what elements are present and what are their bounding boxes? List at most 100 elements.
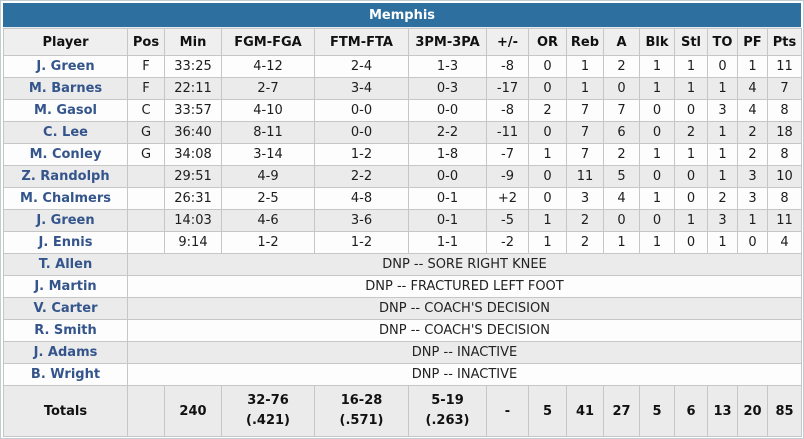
col-header-reb: Reb bbox=[566, 28, 604, 56]
team-title: Memphis bbox=[368, 8, 436, 23]
player-name-link[interactable]: B. Wright bbox=[3, 363, 128, 386]
player-name-link[interactable]: J. Ennis bbox=[3, 231, 128, 254]
stat-cell-pm: -7 bbox=[486, 143, 529, 166]
stat-cell-blk: 1 bbox=[639, 187, 675, 210]
col-header-blk: Blk bbox=[639, 28, 675, 56]
col-header-ftm-fta: FTM-FTA bbox=[314, 28, 409, 56]
stat-cell-ft: 0-0 bbox=[314, 121, 409, 144]
col-header-player: Player bbox=[3, 28, 128, 56]
stat-cell-blk: 0 bbox=[639, 165, 675, 188]
box-score-body: J. Green F 33:25 4-12 2-4 1-3 -8 0 1 2 1 1 0 1 11 M. Ba… bbox=[3, 55, 802, 386]
stat-cell-blk: 1 bbox=[639, 143, 675, 166]
totals-3p-made-att: 5-19 bbox=[431, 392, 464, 408]
stat-cell-reb: 7 bbox=[566, 99, 604, 122]
totals-stl: 6 bbox=[674, 385, 708, 437]
stat-cell-reb: 7 bbox=[566, 121, 604, 144]
stat-cell-fg: 4-9 bbox=[221, 165, 315, 188]
player-name-link[interactable]: R. Smith bbox=[3, 319, 128, 342]
stat-cell-to: 1 bbox=[707, 165, 738, 188]
stat-cell-min: 34:08 bbox=[164, 143, 222, 166]
stat-cell-blk: 0 bbox=[639, 121, 675, 144]
totals-reb: 41 bbox=[566, 385, 604, 437]
stat-cell-pm: -11 bbox=[486, 121, 529, 144]
stat-cell-pm: -8 bbox=[486, 99, 529, 122]
stat-cell-pf: 3 bbox=[737, 187, 768, 210]
totals-to: 13 bbox=[707, 385, 738, 437]
stat-cell-blk: 1 bbox=[639, 55, 675, 78]
totals-plus-minus: - bbox=[486, 385, 529, 437]
stat-cell-min: 22:11 bbox=[164, 77, 222, 100]
stat-cell-pm: -5 bbox=[486, 209, 529, 232]
stat-cell-or: 0 bbox=[528, 55, 567, 78]
stat-cell-blk: 0 bbox=[639, 99, 675, 122]
totals-pos bbox=[127, 385, 165, 437]
stat-cell-tp: 2-2 bbox=[408, 121, 487, 144]
stat-cell-pos bbox=[127, 231, 165, 254]
stat-cell-pts: 8 bbox=[767, 143, 802, 166]
stat-cell-blk: 1 bbox=[639, 77, 675, 100]
player-name-link[interactable]: C. Lee bbox=[3, 121, 128, 144]
stat-cell-pos: F bbox=[127, 55, 165, 78]
stat-cell-min: 9:14 bbox=[164, 231, 222, 254]
col-header-fgm-fga: FGM-FGA bbox=[221, 28, 315, 56]
totals-fg-made-att: 32-76 bbox=[247, 392, 289, 408]
stat-cell-a: 6 bbox=[603, 121, 640, 144]
stat-cell-a: 4 bbox=[603, 187, 640, 210]
stat-cell-or: 0 bbox=[528, 187, 567, 210]
stat-cell-or: 2 bbox=[528, 99, 567, 122]
dnp-row: J. Martin DNP -- FRACTURED LEFT FOOT bbox=[3, 275, 802, 298]
stat-cell-pf: 4 bbox=[737, 77, 768, 100]
stat-cell-min: 33:57 bbox=[164, 99, 222, 122]
player-name-link[interactable]: M. Barnes bbox=[3, 77, 128, 100]
stat-cell-a: 7 bbox=[603, 99, 640, 122]
stat-cell-min: 14:03 bbox=[164, 209, 222, 232]
col-header-to: TO bbox=[707, 28, 738, 56]
stat-cell-pm: +2 bbox=[486, 187, 529, 210]
player-name-link[interactable]: V. Carter bbox=[3, 297, 128, 320]
stat-cell-pts: 18 bbox=[767, 121, 802, 144]
dnp-row: B. Wright DNP -- INACTIVE bbox=[3, 363, 802, 386]
stat-cell-a: 1 bbox=[603, 231, 640, 254]
stat-cell-pf: 2 bbox=[737, 143, 768, 166]
stat-cell-pf: 1 bbox=[737, 55, 768, 78]
stat-cell-tp: 0-0 bbox=[408, 99, 487, 122]
stat-cell-pm: -17 bbox=[486, 77, 529, 100]
stat-cell-fg: 8-11 bbox=[221, 121, 315, 144]
stat-cell-ft: 3-4 bbox=[314, 77, 409, 100]
dnp-reason: DNP -- INACTIVE bbox=[127, 363, 802, 386]
stat-cell-fg: 4-12 bbox=[221, 55, 315, 78]
player-stat-row: J. Green 14:03 4-6 3-6 0-1 -5 1 2 0 0 1 3 1 11 bbox=[3, 209, 802, 232]
player-name-link[interactable]: M. Chalmers bbox=[3, 187, 128, 210]
col-header-or: OR bbox=[528, 28, 567, 56]
stat-cell-or: 1 bbox=[528, 143, 567, 166]
player-name-link[interactable]: Z. Randolph bbox=[3, 165, 128, 188]
stat-cell-fg: 2-5 bbox=[221, 187, 315, 210]
totals-ft-pct: (.571) bbox=[339, 413, 384, 428]
stat-cell-reb: 11 bbox=[566, 165, 604, 188]
stat-cell-tp: 0-0 bbox=[408, 165, 487, 188]
stat-cell-ft: 2-4 bbox=[314, 55, 409, 78]
player-name-link[interactable]: J. Martin bbox=[3, 275, 128, 298]
stat-cell-pts: 11 bbox=[767, 209, 802, 232]
stat-cell-reb: 1 bbox=[566, 55, 604, 78]
dnp-reason: DNP -- SORE RIGHT KNEE bbox=[127, 253, 802, 276]
dnp-reason: DNP -- FRACTURED LEFT FOOT bbox=[127, 275, 802, 298]
stat-cell-to: 1 bbox=[707, 143, 738, 166]
col-header-stl: Stl bbox=[674, 28, 708, 56]
player-name-link[interactable]: J. Adams bbox=[3, 341, 128, 364]
stat-cell-or: 0 bbox=[528, 165, 567, 188]
player-name-link[interactable]: T. Allen bbox=[3, 253, 128, 276]
player-name-link[interactable]: M. Conley bbox=[3, 143, 128, 166]
player-stat-row: M. Barnes F 22:11 2-7 3-4 0-3 -17 0 1 0 1 1 1 4 7 bbox=[3, 77, 802, 100]
stat-cell-a: 2 bbox=[603, 55, 640, 78]
stat-cell-fg: 3-14 bbox=[221, 143, 315, 166]
stat-cell-stl: 1 bbox=[674, 55, 708, 78]
player-stat-row: M. Conley G 34:08 3-14 1-2 1-8 -7 1 7 2 1 1 1 2 8 bbox=[3, 143, 802, 166]
player-name-link[interactable]: J. Green bbox=[3, 209, 128, 232]
player-name-link[interactable]: M. Gasol bbox=[3, 99, 128, 122]
stat-cell-pos: F bbox=[127, 77, 165, 100]
stat-cell-reb: 2 bbox=[566, 231, 604, 254]
stat-cell-a: 5 bbox=[603, 165, 640, 188]
player-name-link[interactable]: J. Green bbox=[3, 55, 128, 78]
player-stat-row: J. Ennis 9:14 1-2 1-2 1-1 -2 1 2 1 1 0 1 0 4 bbox=[3, 231, 802, 254]
